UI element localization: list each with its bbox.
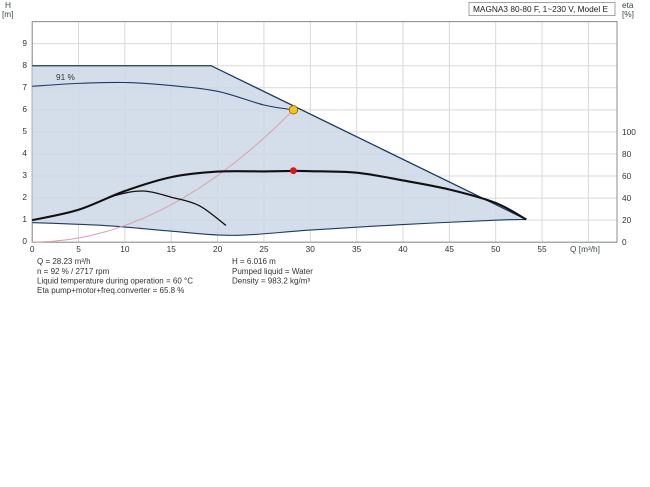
svg-text:Q = 28.23 m³/h: Q = 28.23 m³/h [37,257,91,266]
svg-text:55: 55 [537,244,547,254]
svg-text:Q [m³/h]: Q [m³/h] [570,244,600,254]
svg-text:15: 15 [167,244,177,254]
svg-text:30: 30 [306,244,316,254]
svg-text:n = 92 % / 2717 rpm: n = 92 % / 2717 rpm [37,267,110,276]
svg-text:4: 4 [22,148,27,158]
svg-text:3: 3 [22,170,27,180]
svg-text:Liquid temperature during oper: Liquid temperature during operation = 60… [37,277,193,286]
svg-text:9: 9 [22,38,27,48]
svg-text:20: 20 [622,215,632,225]
svg-text:10: 10 [120,244,130,254]
svg-text:Density = 983.2 kg/m³: Density = 983.2 kg/m³ [232,277,310,286]
svg-text:20: 20 [213,244,223,254]
svg-text:1: 1 [22,214,27,224]
svg-text:50: 50 [491,244,501,254]
svg-text:[%]: [%] [622,9,634,19]
svg-text:40: 40 [398,244,408,254]
svg-text:H = 6.016 m: H = 6.016 m [232,257,276,266]
svg-text:5: 5 [76,244,81,254]
svg-text:MAGNA3 80-80 F, 1~230 V, Model: MAGNA3 80-80 F, 1~230 V, Model E [473,4,609,14]
svg-text:8: 8 [22,60,27,70]
svg-text:25: 25 [259,244,269,254]
svg-text:6: 6 [22,104,27,114]
svg-text:80: 80 [622,149,632,159]
svg-text:5: 5 [22,126,27,136]
svg-text:60: 60 [622,171,632,181]
svg-text:2: 2 [22,192,27,202]
svg-text:45: 45 [445,244,455,254]
svg-text:35: 35 [352,244,362,254]
svg-text:40: 40 [622,193,632,203]
svg-text:0: 0 [30,244,35,254]
svg-text:7: 7 [22,82,27,92]
svg-text:100: 100 [622,127,636,137]
svg-text:91 %: 91 % [56,72,76,82]
svg-text:[m]: [m] [2,9,14,19]
svg-text:0: 0 [622,237,627,247]
svg-text:0: 0 [22,236,27,246]
svg-text:Eta pump+motor+freq.converter: Eta pump+motor+freq.converter = 65.8 % [37,286,184,295]
svg-text:Pumped liquid = Water: Pumped liquid = Water [232,267,313,276]
